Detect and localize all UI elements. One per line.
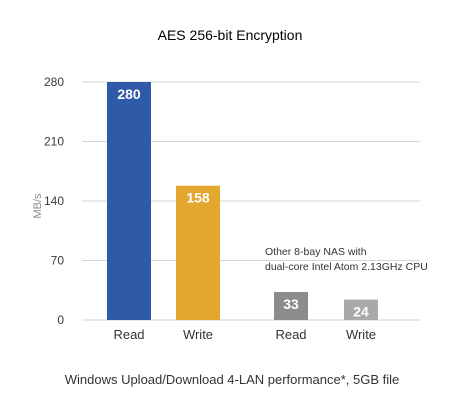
y-tick-label: 70: [51, 254, 65, 268]
annotation-line-2: dual-core Intel Atom 2.13GHz CPU: [265, 261, 428, 273]
bar-1-0: [274, 291, 308, 320]
data-label: 33: [283, 296, 299, 312]
y-axis-ticks: 0 70 140 210 280: [44, 75, 64, 327]
x-axis-caption: Windows Upload/Download 4-LAN performanc…: [65, 372, 400, 387]
y-tick-label: 0: [57, 313, 64, 327]
y-axis-label: MB/s: [32, 193, 44, 219]
y-tick-label: 140: [44, 194, 64, 208]
bar-0-1: [176, 185, 220, 320]
chart-title: AES 256-bit Encryption: [158, 27, 303, 43]
data-label: 24: [353, 304, 369, 320]
x-category-label: Read: [275, 327, 306, 342]
x-category-label: Read: [113, 327, 144, 342]
data-labels: 280 158 33 24: [117, 86, 369, 320]
bar-0-0: [107, 82, 151, 320]
x-category-label: Write: [346, 327, 376, 342]
x-axis-labels: Read Write Read Write: [113, 327, 376, 342]
annotation-line-1: Other 8-bay NAS with: [265, 246, 367, 258]
data-label: 158: [186, 190, 210, 206]
x-category-label: Write: [183, 327, 213, 342]
y-tick-label: 210: [44, 135, 64, 149]
y-tick-label: 280: [44, 75, 64, 89]
bar-1-1: [344, 299, 378, 320]
bars: [107, 82, 378, 320]
data-label: 280: [117, 86, 141, 102]
